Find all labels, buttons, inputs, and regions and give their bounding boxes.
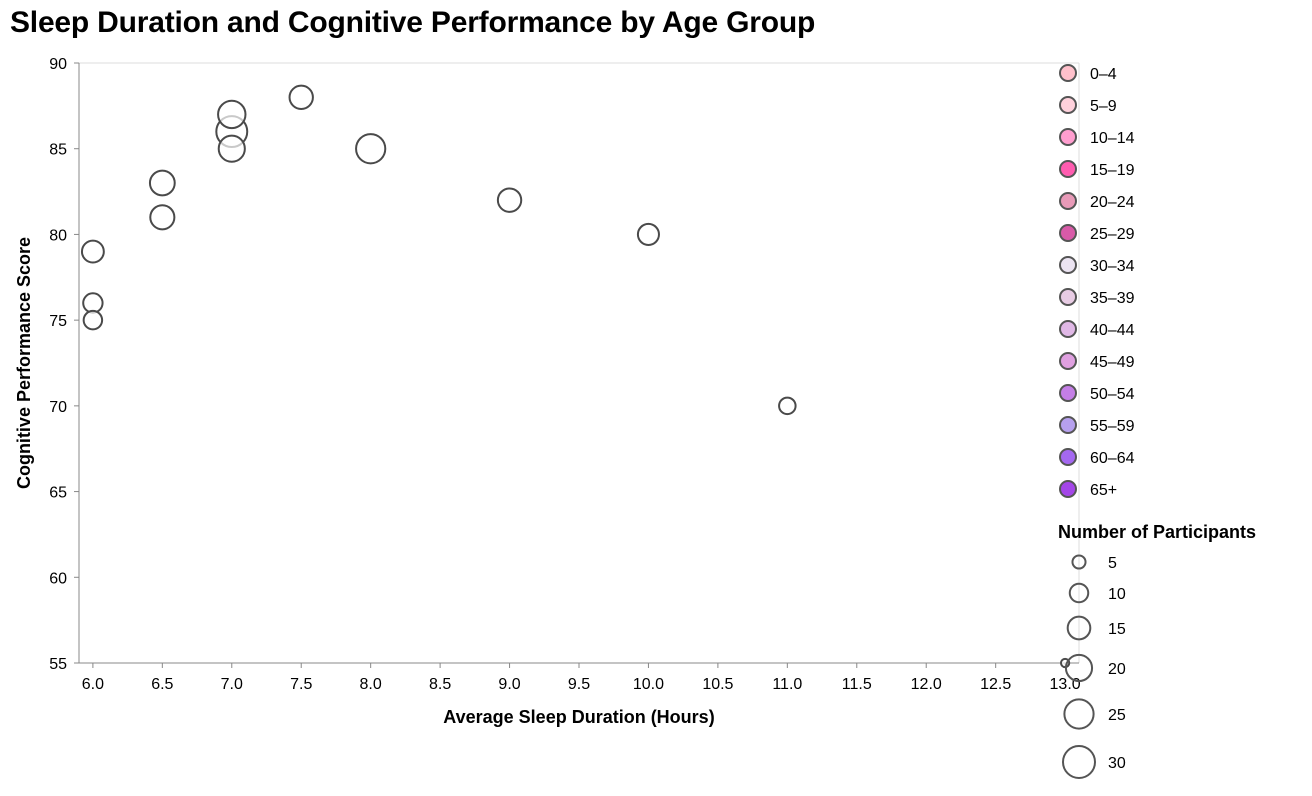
legend-size-swatch <box>1062 745 1096 779</box>
data-point <box>355 133 387 165</box>
legend-color-swatch <box>1059 448 1077 466</box>
x-tick-label: 7.0 <box>221 676 243 693</box>
data-point <box>217 99 247 130</box>
legend-color-label: 45–49 <box>1090 354 1135 371</box>
legend-size-label: 15 <box>1108 621 1126 638</box>
x-tick-label: 8.5 <box>429 676 451 693</box>
x-tick-label: 11.0 <box>772 676 802 693</box>
x-tick-label: 7.5 <box>290 676 312 693</box>
legend-color-swatch <box>1059 128 1077 146</box>
legend-color-swatch <box>1059 224 1077 242</box>
legend-size-label: 20 <box>1108 661 1126 678</box>
y-tick-label: 85 <box>49 142 67 159</box>
data-point <box>778 396 797 416</box>
legend-size-swatch <box>1066 615 1092 641</box>
legend-size-label: 30 <box>1108 755 1126 772</box>
y-tick-label: 65 <box>49 485 67 502</box>
legend-color-label: 40–44 <box>1090 322 1135 339</box>
x-tick-label: 6.5 <box>151 676 173 693</box>
legend-color-swatch <box>1059 416 1077 434</box>
legend-color-label: 50–54 <box>1090 386 1135 403</box>
legend-color-label: 55–59 <box>1090 418 1135 435</box>
legend-size-label: 5 <box>1108 555 1117 572</box>
x-tick-label: 11.5 <box>842 676 872 693</box>
legend-color-label: 65+ <box>1090 482 1117 499</box>
legend-color-label: 10–14 <box>1090 130 1135 147</box>
x-axis-title: Average Sleep Duration (Hours) <box>443 707 714 727</box>
y-tick-label: 75 <box>49 313 67 330</box>
legend-color-swatch <box>1059 192 1077 210</box>
legend-size-swatch <box>1064 653 1094 683</box>
chart-title: Sleep Duration and Cognitive Performance… <box>10 6 816 39</box>
legend-color-label: 60–64 <box>1090 450 1135 467</box>
y-tick-label: 70 <box>49 399 67 416</box>
y-tick-label: 80 <box>49 227 67 244</box>
data-point <box>82 292 104 314</box>
legend-size-swatch <box>1071 554 1087 570</box>
data-point <box>288 84 314 110</box>
data-point <box>496 187 523 213</box>
legend-size-swatch <box>1068 582 1090 604</box>
x-tick-label: 9.5 <box>568 676 590 693</box>
legend-color-label: 20–24 <box>1090 194 1135 211</box>
x-tick-label: 12.5 <box>980 676 1011 693</box>
y-axis-title: Cognitive Performance Score <box>14 237 34 489</box>
data-point <box>149 204 176 231</box>
legend-color-label: 30–34 <box>1090 258 1135 275</box>
legend-size-label: 10 <box>1108 586 1126 603</box>
legend-color-label: 25–29 <box>1090 226 1135 243</box>
legend-color-swatch <box>1059 64 1077 82</box>
legend-size-label: 25 <box>1108 707 1126 724</box>
legend-color-swatch <box>1059 160 1077 178</box>
legend-color-label: 35–39 <box>1090 290 1135 307</box>
legend-color-label: 5–9 <box>1090 98 1117 115</box>
legend-color-swatch <box>1059 320 1077 338</box>
y-tick-label: 90 <box>49 56 67 73</box>
y-tick-label: 55 <box>49 656 67 673</box>
legend-size-title: Number of Participants <box>1058 522 1256 542</box>
legend-size-swatch <box>1063 698 1095 730</box>
data-point <box>80 239 105 264</box>
legend-color-swatch <box>1059 384 1077 402</box>
legend-color-swatch <box>1059 288 1077 306</box>
x-tick-label: 12.0 <box>911 676 942 693</box>
legend-color-swatch <box>1059 96 1077 114</box>
legend-color-swatch <box>1059 256 1077 274</box>
legend-color-swatch <box>1059 480 1077 498</box>
data-point <box>217 134 246 163</box>
data-point <box>636 222 660 246</box>
x-tick-label: 9.0 <box>498 676 520 693</box>
x-tick-label: 6.0 <box>82 676 104 693</box>
x-tick-label: 8.0 <box>360 676 382 693</box>
x-tick-label: 13.0 <box>1050 676 1081 693</box>
data-point <box>148 169 176 197</box>
legend-color-label: 0–4 <box>1090 66 1117 83</box>
x-tick-label: 10.0 <box>633 676 664 693</box>
legend-color-label: 15–19 <box>1090 162 1135 179</box>
data-point <box>82 309 104 331</box>
y-tick-label: 60 <box>49 570 67 587</box>
legend-color-swatch <box>1059 352 1077 370</box>
x-tick-label: 10.5 <box>702 676 733 693</box>
